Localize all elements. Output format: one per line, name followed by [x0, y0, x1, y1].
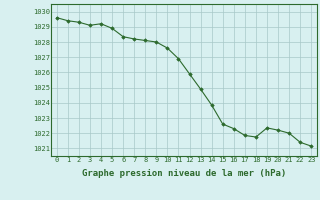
X-axis label: Graphe pression niveau de la mer (hPa): Graphe pression niveau de la mer (hPa): [82, 169, 286, 178]
